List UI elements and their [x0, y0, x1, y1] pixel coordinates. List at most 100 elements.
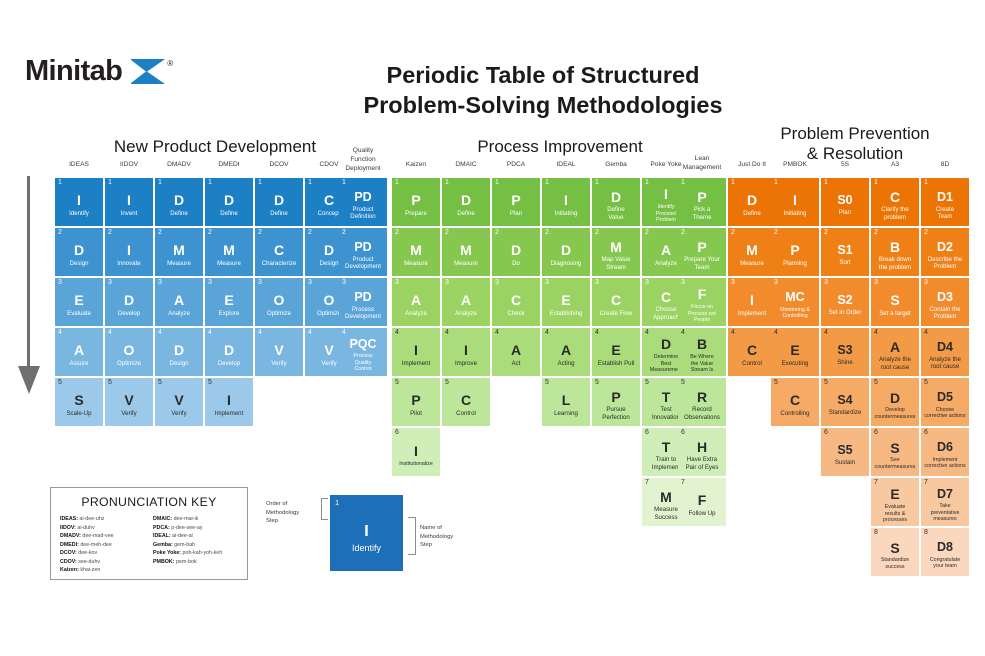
periodic-cell[interactable]: 1 D Define	[255, 178, 303, 226]
periodic-cell[interactable]: 4 D Develop	[205, 328, 253, 376]
periodic-cell[interactable]: 2 S1 Sort	[821, 228, 869, 276]
periodic-cell[interactable]: 6 H Have Extra Pair of Eyes	[678, 428, 726, 476]
periodic-cell[interactable]: 5 S4 Standardize	[821, 378, 869, 426]
periodic-cell[interactable]: 2 I Innovate	[105, 228, 153, 276]
periodic-cell[interactable]: 6 S5 Sustain	[821, 428, 869, 476]
periodic-cell[interactable]: 1 I Initiating	[771, 178, 819, 226]
periodic-cell[interactable]: 2 P Prepare Your Team	[678, 228, 726, 276]
periodic-cell[interactable]: 4 I Improve	[442, 328, 490, 376]
periodic-cell[interactable]: 3 I Implement	[728, 278, 776, 326]
periodic-cell[interactable]: 7 F Follow Up	[678, 478, 726, 526]
periodic-cell[interactable]: 1 D Define	[155, 178, 203, 226]
periodic-cell[interactable]: 2 M Measure	[155, 228, 203, 276]
periodic-cell[interactable]: 1 I Initiating	[542, 178, 590, 226]
periodic-cell[interactable]: 2 D Diagnosing	[542, 228, 590, 276]
periodic-cell[interactable]: 5 D Develop countermeasures	[871, 378, 919, 426]
periodic-cell[interactable]: 2 M Measure	[442, 228, 490, 276]
periodic-cell[interactable]: 7 D7 Take preventative measures	[921, 478, 969, 526]
periodic-cell[interactable]: 2 D2 Describe the Problem	[921, 228, 969, 276]
periodic-cell[interactable]: 2 M Measure	[728, 228, 776, 276]
periodic-cell[interactable]: 7 E Evaluate results & processes	[871, 478, 919, 526]
periodic-cell[interactable]: 5 V Verify	[105, 378, 153, 426]
periodic-cell[interactable]: 5 I Implement	[205, 378, 253, 426]
periodic-cell[interactable]: 2 D Design	[55, 228, 103, 276]
cell-step-number: 3	[58, 279, 62, 286]
cell-step-number: 4	[308, 329, 312, 336]
periodic-cell[interactable]: 1 D Define	[728, 178, 776, 226]
periodic-cell[interactable]: 4 B Be Where the Value Stream Is	[678, 328, 726, 376]
periodic-cell[interactable]: 4 E Establish Pull	[592, 328, 640, 376]
column-label-line: IIDOV	[120, 161, 138, 168]
periodic-cell[interactable]: 3 E Explore	[205, 278, 253, 326]
periodic-cell[interactable]: 4 PQC Process Quality Control	[339, 328, 387, 376]
periodic-cell[interactable]: 1 C Clarify the problem	[871, 178, 919, 226]
cell-content: D8 Congratulate your team	[921, 537, 969, 574]
periodic-cell[interactable]: 3 D3 Contain the Problem	[921, 278, 969, 326]
periodic-cell[interactable]: 3 C Create Flow	[592, 278, 640, 326]
periodic-cell[interactable]: 5 P Pilot	[392, 378, 440, 426]
periodic-cell[interactable]: 5 S Scale-Up	[55, 378, 103, 426]
periodic-cell[interactable]: 8 D8 Congratulate your team	[921, 528, 969, 576]
periodic-cell[interactable]: 5 R Record Observations	[678, 378, 726, 426]
periodic-cell[interactable]: 3 S2 Set in Order	[821, 278, 869, 326]
periodic-cell[interactable]: 4 E Executing	[771, 328, 819, 376]
periodic-cell[interactable]: 5 P Pursue Perfection	[592, 378, 640, 426]
periodic-cell[interactable]: 1 PD Product Definition	[339, 178, 387, 226]
periodic-cell[interactable]: 2 C Characterize	[255, 228, 303, 276]
periodic-cell[interactable]: 2 M Map Value Stream	[592, 228, 640, 276]
periodic-cell[interactable]: 4 A Assure	[55, 328, 103, 376]
periodic-cell[interactable]: 4 D4 Analyze the root cause	[921, 328, 969, 376]
periodic-cell[interactable]: 4 S3 Shine	[821, 328, 869, 376]
periodic-cell[interactable]: 1 P Pick a Theme	[678, 178, 726, 226]
periodic-cell[interactable]: 2 M Measure	[205, 228, 253, 276]
periodic-cell[interactable]: 4 D Design	[155, 328, 203, 376]
periodic-cell[interactable]: 4 A Analyze the root cause	[871, 328, 919, 376]
periodic-cell[interactable]: 5 C Control	[442, 378, 490, 426]
periodic-cell[interactable]: 1 P Prepare	[392, 178, 440, 226]
periodic-cell[interactable]: 2 D Do	[492, 228, 540, 276]
periodic-cell[interactable]: 1 I Invent	[105, 178, 153, 226]
periodic-cell[interactable]: 3 PD Process Development	[339, 278, 387, 326]
periodic-cell[interactable]: 3 S Set a target	[871, 278, 919, 326]
periodic-cell[interactable]: 4 C Control	[728, 328, 776, 376]
periodic-cell[interactable]: 6 D6 Implement corrective actions	[921, 428, 969, 476]
periodic-cell[interactable]: 1 D Define	[205, 178, 253, 226]
periodic-cell[interactable]: 4 A Acting	[542, 328, 590, 376]
periodic-cell[interactable]: 3 E Establishing	[542, 278, 590, 326]
periodic-cell[interactable]: 1 D Define	[442, 178, 490, 226]
periodic-cell[interactable]: 3 C Check	[492, 278, 540, 326]
periodic-cell[interactable]: 1 D1 Create Team	[921, 178, 969, 226]
periodic-cell[interactable]: 4 O Optimize	[105, 328, 153, 376]
periodic-cell[interactable]: 3 F Focus on Process not People	[678, 278, 726, 326]
periodic-cell[interactable]: 3 A Analyze	[392, 278, 440, 326]
periodic-cell[interactable]: 2 B Break down the problem	[871, 228, 919, 276]
periodic-cell[interactable]: 1 D Define Value	[592, 178, 640, 226]
periodic-cell[interactable]: 2 PD Product Development	[339, 228, 387, 276]
cell-symbol: F	[697, 286, 707, 303]
periodic-cell[interactable]: 4 V Verify	[255, 328, 303, 376]
periodic-cell[interactable]: 3 O Optimize	[255, 278, 303, 326]
periodic-cell[interactable]: 4 A Act	[492, 328, 540, 376]
periodic-cell[interactable]: 6 S See countermeasures	[871, 428, 919, 476]
periodic-cell[interactable]: 3 D Develop	[105, 278, 153, 326]
periodic-cell[interactable]: 1 P Plan	[492, 178, 540, 226]
periodic-cell[interactable]: 4 I Implement	[392, 328, 440, 376]
periodic-cell[interactable]: 2 P Planning	[771, 228, 819, 276]
periodic-cell[interactable]: 3 A Analyze	[442, 278, 490, 326]
periodic-cell[interactable]: 5 D5 Choose corrective actions	[921, 378, 969, 426]
cell-step-number: 4	[258, 329, 262, 336]
periodic-cell[interactable]: 3 MC Monitoring & Controlling	[771, 278, 819, 326]
periodic-cell[interactable]: 1 I Identify	[55, 178, 103, 226]
periodic-cell[interactable]: 1 S0 Plan	[821, 178, 869, 226]
cell-symbol: S	[74, 392, 84, 409]
periodic-cell[interactable]: 8 S Standardize success	[871, 528, 919, 576]
periodic-cell[interactable]: 3 A Analyze	[155, 278, 203, 326]
periodic-cell[interactable]: 5 C Controlling	[771, 378, 819, 426]
periodic-cell[interactable]: 2 M Measure	[392, 228, 440, 276]
periodic-cell[interactable]: 5 L Learning	[542, 378, 590, 426]
periodic-cell[interactable]: 5 V Verify	[155, 378, 203, 426]
periodic-cell[interactable]: 6 I Institutionalize	[392, 428, 440, 476]
cell-content: I Improve	[442, 337, 490, 374]
periodic-cell[interactable]: 3 E Evaluate	[55, 278, 103, 326]
cell-content: E Evaluate	[55, 287, 103, 324]
